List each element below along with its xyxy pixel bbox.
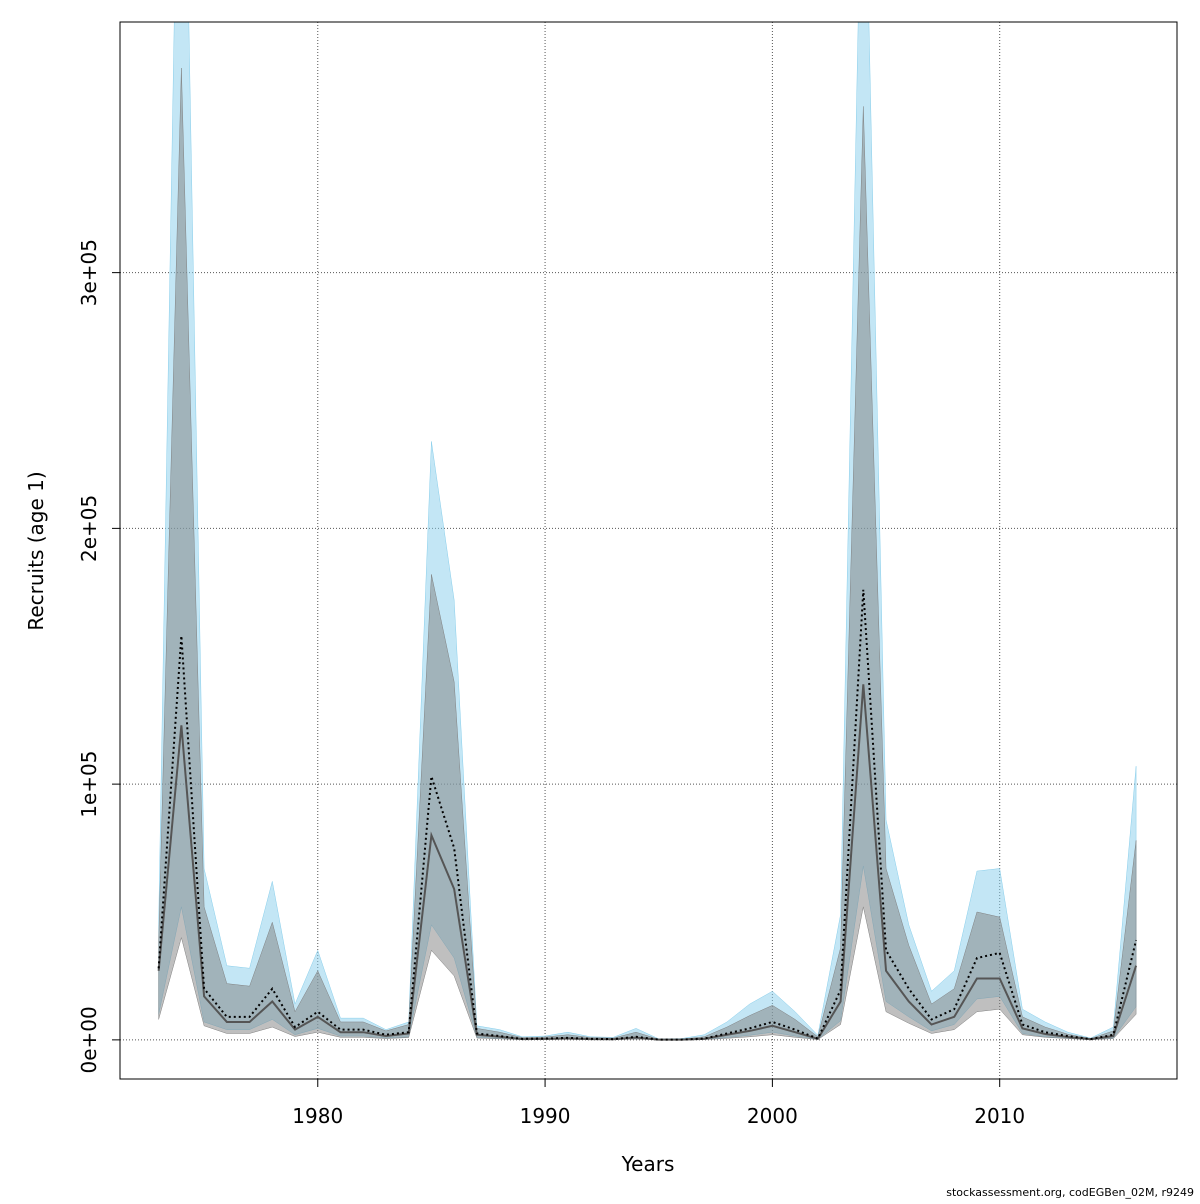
x-axis-label: Years — [621, 1152, 675, 1176]
x-tick-label: 2010 — [974, 1104, 1025, 1128]
footer: stockassessment.org, codEGBen_02M, r9249 — [946, 1186, 1194, 1199]
confidence-band — [158, 68, 1137, 1041]
x-tick-label: 1990 — [520, 1104, 571, 1128]
y-tick-label: 1e+05 — [77, 750, 101, 817]
y-tick-label: 2e+05 — [77, 495, 101, 562]
x-tick-label: 2000 — [747, 1104, 798, 1128]
plot-frame — [119, 21, 1178, 1080]
y-axis-label: Recruits (age 1) — [24, 471, 48, 630]
y-tick-label: 0e+00 — [77, 1006, 101, 1073]
x-tick-label: 1980 — [292, 1104, 343, 1128]
estimate-line — [157, 589, 1138, 1041]
confidence-band — [158, 22, 1137, 1041]
plot-area — [157, 22, 1138, 1041]
y-tick-label: 3e+05 — [77, 239, 101, 306]
